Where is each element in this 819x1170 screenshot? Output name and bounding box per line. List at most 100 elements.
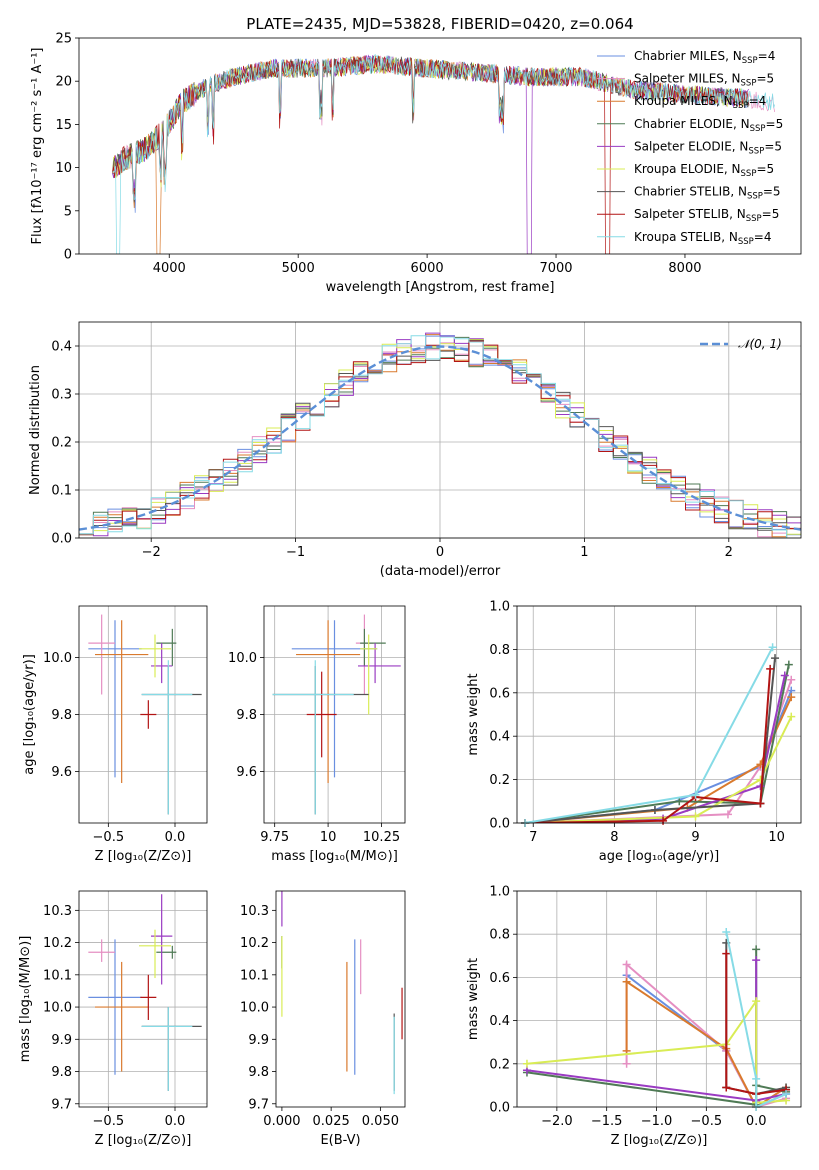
mass-vs-ebv-x-tick-label: 0.025	[313, 1114, 350, 1129]
legend-entry-subscript: SSP	[733, 101, 749, 111]
legend-entry-subscript: SSP	[747, 192, 763, 202]
mass-vs-Z-frame	[78, 890, 208, 1108]
weight-vs-Z-x-tick-label: −1.5	[591, 1114, 623, 1129]
weight-marker	[723, 810, 732, 819]
mass-vs-Z-plot-background	[79, 891, 207, 1107]
weight-series-line	[525, 658, 776, 823]
weight-marker	[722, 949, 731, 958]
mass-vs-Z-y-tick-label: 10.2	[43, 936, 72, 951]
spectrum-y-tick-label: 25	[55, 32, 72, 47]
mass-vs-Z-y-tick-label: 10.3	[43, 904, 72, 919]
residuals-x-tick-label: 2	[725, 545, 733, 560]
legend-entry: Salpeter MILES, NSSP=5	[634, 72, 774, 89]
weight-vs-age-y-tick-label: 0.2	[489, 773, 510, 788]
spectrum-title: PLATE=2435, MJD=53828, FIBERID=0420, z=0…	[246, 15, 633, 33]
weight-marker	[752, 956, 761, 965]
residuals-x-tick-label: 1	[580, 545, 588, 560]
mass-vs-ebv-plot-background	[276, 891, 405, 1107]
weight-marker	[650, 805, 659, 814]
weight-series-line	[526, 949, 787, 1106]
weight-marker	[722, 928, 731, 937]
weight-vs-Z-y-tick-label: 1.0	[489, 885, 510, 900]
mass-vs-Z-y-tick-label: 10.1	[43, 968, 72, 983]
weight-marker	[771, 654, 780, 663]
legend-entry-tail: =5	[763, 185, 781, 199]
figure-root: 4000 5000 6000 7000 80000510152025wavelength…	[18, 15, 802, 1148]
weight-marker	[756, 799, 765, 808]
spectrum-y-tick-label: 10	[55, 161, 72, 176]
weight-marker	[752, 1074, 761, 1083]
mass-vs-Z-y-tick-label: 9.7	[51, 1097, 72, 1112]
weight-vs-Z-x-axis-label: Z [log₁₀(Z/Z⊙)]	[611, 1133, 708, 1148]
age-vs-Z-x-tick-label: 0.0	[165, 830, 186, 845]
legend-entry-name: Kroupa STELIB, N	[634, 230, 738, 244]
legend-entry-name: Chabrier STELIB, N	[634, 185, 747, 199]
mass-vs-ebv-y-tick-label: 10.3	[240, 904, 269, 919]
legend-entry-subscript: SSP	[738, 237, 754, 247]
mass-vs-ebv-y-tick-label: 10.2	[240, 936, 269, 951]
residuals-axes: −2 −1 0 1 2 0.0 0.1 0.2 0.3 0.4 (data-model)/error…	[28, 322, 801, 579]
weight-marker	[780, 671, 789, 680]
weight-vs-age-x-tick-label: 10	[768, 830, 785, 845]
residuals-y-tick-label: 0.0	[51, 532, 72, 547]
residual-histogram	[79, 335, 788, 538]
legend-entry-tail: =5	[766, 117, 784, 131]
age-vs-mass-x-tick-label: 10	[320, 830, 337, 845]
mass-vs-ebv-x-tick-label: 0.050	[362, 1114, 399, 1129]
weight-vs-age-x-axis-label: age [log₁₀(age/yr)]	[599, 849, 720, 864]
weight-vs-age-x-tick-label: 9	[691, 830, 699, 845]
residuals-y-tick-label: 0.2	[51, 436, 72, 451]
weight-vs-age-plot-background	[517, 606, 801, 823]
age-vs-mass-x-tick-label: 9.75	[260, 830, 289, 845]
legend-entry: Kroupa MILES, NSSP=4	[634, 94, 766, 111]
weight-marker	[787, 712, 796, 721]
weight-series-line	[725, 931, 787, 1107]
age-vs-mass-y-tick-label: 9.6	[236, 765, 257, 780]
age-vs-Z-frame	[78, 605, 208, 824]
legend-entry-name: Salpeter STELIB, N	[634, 207, 746, 221]
residuals-x-tick-label: −1	[286, 545, 305, 560]
weight-marker	[722, 1083, 731, 1092]
spectrum-y-tick-label: 20	[55, 75, 72, 90]
weight-vs-age-y-tick-label: 0.8	[489, 643, 510, 658]
legend-entry-name: Salpeter MILES, N	[634, 72, 741, 86]
legend-entry: Chabrier ELODIE, NSSP=5	[634, 117, 783, 134]
legend-entry: Salpeter ELODIE, NSSP=5	[634, 139, 782, 156]
mass-vs-Z-axes: −0.5 0.0 9.7 9.8 9.9 10.0 10.1 10.2 10.3 Z [log₁₀…	[18, 891, 207, 1148]
weight-vs-Z-y-axis-label: mass weight	[466, 958, 481, 1040]
weight-marker	[787, 693, 796, 702]
age-vs-Z-x-axis-label: Z [log₁₀(Z/Z⊙)]	[95, 849, 192, 864]
weight-marker	[782, 1090, 791, 1099]
weight-vs-Z-y-tick-label: 0.6	[489, 971, 510, 986]
spectrum-axes: 4000 5000 6000 7000 8000 0 5 10 15 20 25 wavelength…	[30, 32, 801, 295]
legend-entry-tail: =5	[756, 72, 774, 86]
mass-vs-ebv-frame	[275, 890, 406, 1108]
weight-vs-age-y-tick-label: 0.0	[489, 817, 510, 832]
legend-entry-name: Chabrier MILES, N	[634, 49, 742, 63]
weight-marker	[659, 816, 668, 825]
residuals-legend: 𝒩(0, 1)	[700, 337, 782, 351]
weight-marker	[691, 790, 700, 799]
residuals-x-tick-label: −2	[142, 545, 161, 560]
mass-vs-Z-y-tick-label: 9.8	[51, 1065, 72, 1080]
legend-entry-subscript: SSP	[741, 79, 757, 89]
residuals-frame	[78, 321, 802, 539]
age-vs-Z-x-tick-label: −0.5	[93, 830, 125, 845]
weight-marker	[784, 660, 793, 669]
mass-vs-ebv-y-tick-label: 10.1	[240, 968, 269, 983]
legend-entry-tail: =4	[758, 49, 776, 63]
legend-entry-subscript: SSP	[750, 124, 766, 134]
residuals-y-tick-label: 0.3	[51, 388, 72, 403]
age-vs-Z-y-tick-label: 9.8	[51, 708, 72, 723]
legend-entry-subscript: SSP	[748, 146, 764, 156]
legend-entry-tail: =5	[756, 162, 774, 176]
residuals-x-tick-label: 0	[436, 545, 444, 560]
age-vs-mass-axes: 9.75 10 10.25 9.6 9.8 10.0 mass [log₁₀(M/M⊙)]	[228, 606, 405, 864]
residuals-y-tick-label: 0.4	[51, 340, 72, 355]
weight-series-line	[526, 960, 787, 1102]
legend-entry-tail: =4	[749, 94, 767, 108]
weight-vs-Z-y-tick-label: 0.0	[489, 1101, 510, 1116]
mass-vs-Z-x-axis-label: Z [log₁₀(Z/Z⊙)]	[95, 1133, 192, 1148]
